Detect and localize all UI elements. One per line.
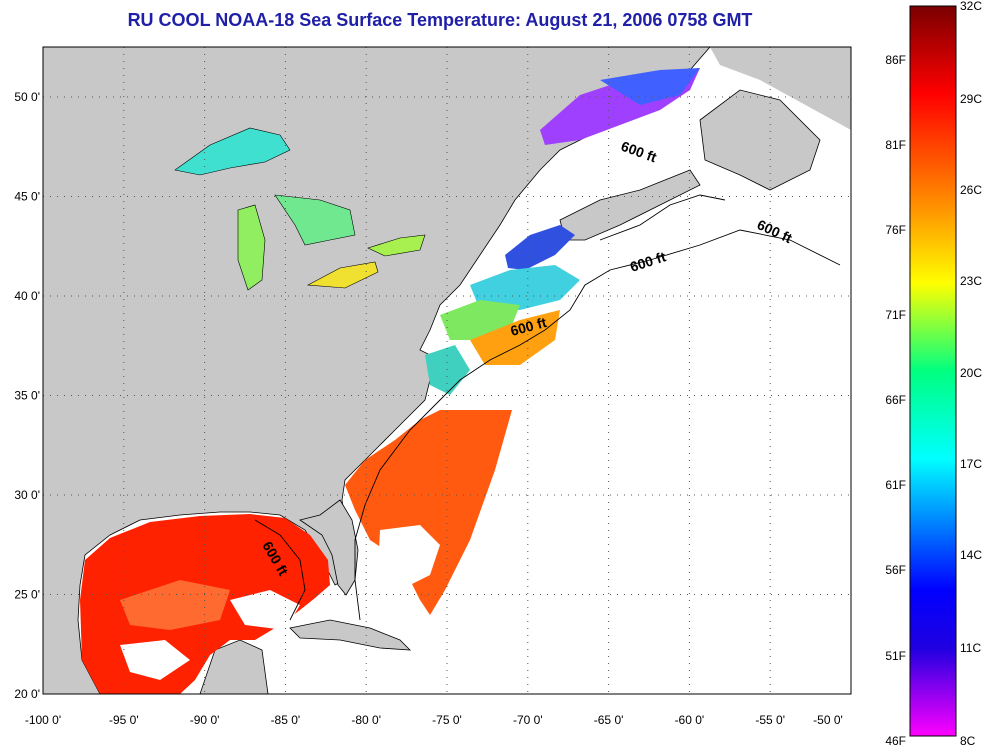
sst-gulf-patch bbox=[120, 580, 230, 630]
lake-ontario bbox=[367, 234, 426, 257]
x-axis: -100 0' -95 0' -90 0' -85 0' -80 0' -75 … bbox=[25, 713, 843, 727]
colorbar-label-f: 86F bbox=[885, 53, 906, 67]
map-frame bbox=[42, 46, 852, 695]
colorbar-label-c: 11C bbox=[960, 641, 981, 655]
lake-superior bbox=[174, 127, 291, 176]
colorbar-label-f: 51F bbox=[885, 649, 906, 663]
colorbar-label-f: 61F bbox=[885, 478, 906, 492]
x-tick-label: -70 0' bbox=[513, 713, 543, 727]
x-tick-label: -85 0' bbox=[271, 713, 301, 727]
cloud-patch-2 bbox=[230, 590, 300, 630]
colorbar-fahrenheit-labels: 86F 81F 76F 71F 66F 61F 56F 51F 46F bbox=[885, 53, 906, 748]
sst-mid-atlantic-warm bbox=[470, 310, 560, 365]
colorbar-label-f: 46F bbox=[885, 734, 906, 748]
land-labrador bbox=[710, 47, 851, 130]
colorbar-label-c: 14C bbox=[960, 548, 982, 562]
lake-michigan bbox=[237, 204, 266, 291]
land-north-america bbox=[43, 47, 711, 694]
y-tick-label: 40 0' bbox=[14, 289, 40, 303]
land-cuba bbox=[289, 619, 412, 651]
colorbar-label-c: 29C bbox=[960, 92, 982, 106]
contour-600ft-atlantic bbox=[354, 229, 841, 621]
colorbar-label-f: 81F bbox=[885, 138, 906, 152]
y-axis: 20 0' 25 0' 30 0' 35 0' 40 0' 45 0' 50 0… bbox=[14, 90, 40, 701]
sst-st-lawrence-2 bbox=[600, 68, 700, 105]
land-yucatan bbox=[199, 639, 269, 694]
map-panel bbox=[43, 47, 851, 694]
x-tick-label: -75 0' bbox=[432, 713, 462, 727]
colorbar-label-f: 71F bbox=[885, 308, 906, 322]
grid bbox=[43, 47, 851, 694]
colorbar-label-c: 23C bbox=[960, 274, 982, 288]
y-tick-label: 25 0' bbox=[14, 588, 40, 602]
chart-title: RU COOL NOAA-18 Sea Surface Temperature:… bbox=[127, 10, 753, 30]
land-maritimes bbox=[559, 169, 701, 241]
x-tick-label: -90 0' bbox=[190, 713, 220, 727]
sst-chesapeake bbox=[425, 345, 470, 395]
colorbar-label-c: 32C bbox=[960, 0, 982, 13]
sst-gulf-maine bbox=[505, 225, 575, 270]
lake-huron bbox=[274, 194, 356, 246]
y-tick-label: 20 0' bbox=[14, 687, 40, 701]
x-tick-label: -80 0' bbox=[351, 713, 381, 727]
colorbar-label-f: 76F bbox=[885, 223, 906, 237]
land-florida bbox=[299, 499, 359, 596]
x-tick-label: -65 0' bbox=[594, 713, 624, 727]
colorbar-label-f: 56F bbox=[885, 563, 906, 577]
colorbar-label-c: 17C bbox=[960, 457, 982, 471]
lake-erie bbox=[306, 261, 379, 289]
y-tick-label: 30 0' bbox=[14, 488, 40, 502]
colorbar-label-c: 26C bbox=[960, 183, 982, 197]
y-tick-label: 35 0' bbox=[14, 389, 40, 403]
x-tick-label: -50 0' bbox=[813, 713, 843, 727]
colorbar-label-f: 66F bbox=[885, 393, 906, 407]
colorbar bbox=[909, 5, 957, 737]
x-tick-label: -55 0' bbox=[755, 713, 785, 727]
colorbar-label-c: 8C bbox=[960, 734, 976, 748]
x-tick-label: -95 0' bbox=[109, 713, 139, 727]
colorbar-label-c: 20C bbox=[960, 366, 982, 380]
y-tick-label: 50 0' bbox=[14, 90, 40, 104]
colorbar-celsius-labels: 32C 29C 26C 23C 20C 17C 14C 11C 8C bbox=[960, 0, 982, 748]
x-tick-label: -100 0' bbox=[25, 713, 61, 727]
cloud-patch-3 bbox=[120, 640, 190, 680]
contour-600ft-gulf bbox=[254, 519, 306, 621]
cloud-patch-1 bbox=[378, 525, 440, 590]
y-tick-label: 45 0' bbox=[14, 190, 40, 204]
sst-gulf-maine-2 bbox=[470, 265, 580, 310]
x-tick-label: -60 0' bbox=[675, 713, 705, 727]
land-newfoundland bbox=[699, 89, 821, 191]
